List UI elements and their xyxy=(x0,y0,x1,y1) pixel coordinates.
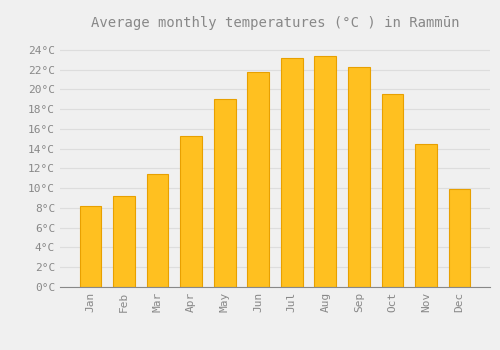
Bar xyxy=(180,136,202,287)
Bar xyxy=(448,189,470,287)
Title: Average monthly temperatures (°C ) in Rammūn: Average monthly temperatures (°C ) in Ra… xyxy=(91,16,459,30)
Bar xyxy=(314,56,336,287)
Bar xyxy=(415,144,437,287)
Bar xyxy=(248,71,269,287)
Bar xyxy=(113,196,135,287)
Bar xyxy=(214,99,236,287)
Bar xyxy=(382,94,404,287)
Bar xyxy=(80,206,102,287)
Bar xyxy=(146,174,169,287)
Bar xyxy=(281,58,302,287)
Bar xyxy=(348,66,370,287)
